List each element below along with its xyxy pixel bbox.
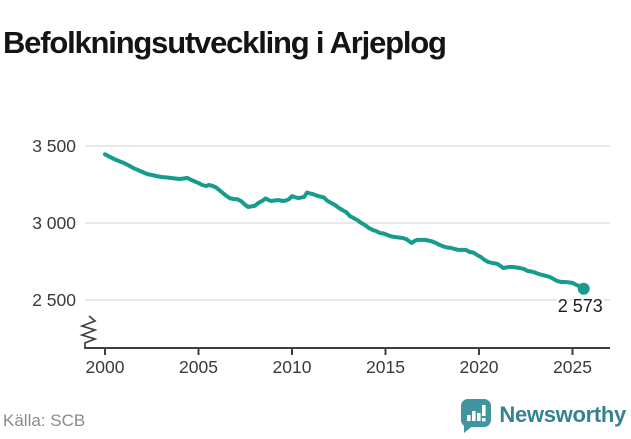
end-point-marker (577, 282, 590, 295)
x-tick-label: 2020 (460, 357, 499, 377)
newsworthy-speech-bubble-bar-chart-icon (461, 399, 492, 433)
x-tick-label: 2025 (553, 357, 592, 377)
y-tick-label: 3 500 (32, 136, 76, 156)
axis-break-icon (79, 315, 98, 349)
x-tick-label: 2000 (86, 357, 125, 377)
brand-logo: Newsworthy (460, 397, 626, 433)
population-line (103, 152, 586, 291)
source-note: Källa: SCB (3, 411, 86, 430)
page-title: Befolkningsutveckling i Arjeplog (3, 24, 447, 60)
y-tick-label: 2 500 (32, 290, 76, 310)
x-tick-label: 2010 (273, 357, 312, 377)
brand-name: Newsworthy (499, 402, 626, 427)
x-tick-label: 2005 (179, 357, 218, 377)
x-tick-label: 2015 (366, 357, 405, 377)
y-tick-label: 3 000 (32, 213, 76, 233)
end-value-label: 2 573 (558, 296, 603, 316)
